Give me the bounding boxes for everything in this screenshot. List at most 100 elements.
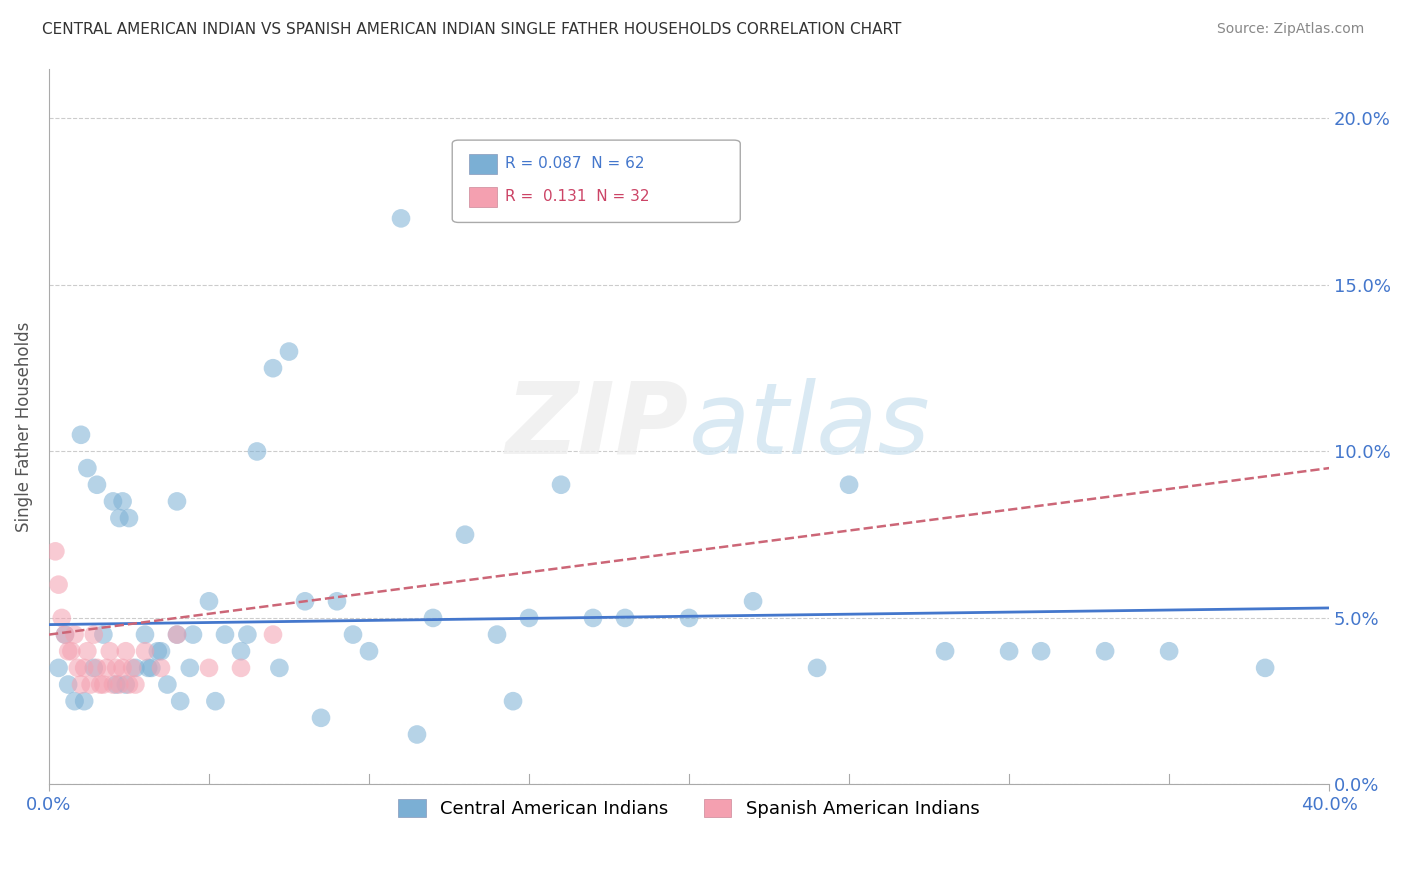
Point <box>204 694 226 708</box>
Point <box>98 644 121 658</box>
Point <box>262 627 284 641</box>
Point <box>56 677 79 691</box>
Point <box>229 661 252 675</box>
Point <box>101 494 124 508</box>
Point <box>181 627 204 641</box>
Point <box>326 594 349 608</box>
Point <box>236 627 259 641</box>
Point <box>86 661 108 675</box>
Bar <box>468 186 498 207</box>
Point <box>111 494 134 508</box>
Point <box>166 627 188 641</box>
Point <box>294 594 316 608</box>
Point <box>149 644 172 658</box>
Point <box>73 661 96 675</box>
Point <box>124 661 146 675</box>
Point <box>48 577 70 591</box>
Point <box>108 511 131 525</box>
Point <box>70 427 93 442</box>
Point <box>166 494 188 508</box>
Point <box>96 661 118 675</box>
Point <box>486 627 509 641</box>
Point <box>76 461 98 475</box>
Point <box>134 627 156 641</box>
Legend: Central American Indians, Spanish American Indians: Central American Indians, Spanish Americ… <box>391 792 987 825</box>
Point <box>48 661 70 675</box>
Point <box>454 527 477 541</box>
Point <box>742 594 765 608</box>
Bar <box>468 153 498 174</box>
Point <box>357 644 380 658</box>
Point <box>93 627 115 641</box>
Point <box>114 644 136 658</box>
Point <box>53 627 76 641</box>
Point <box>136 661 159 675</box>
Point <box>111 661 134 675</box>
FancyBboxPatch shape <box>453 140 741 222</box>
Point <box>678 611 700 625</box>
Point <box>169 694 191 708</box>
Point <box>550 477 572 491</box>
Point <box>101 677 124 691</box>
Point <box>121 661 143 675</box>
Point <box>86 477 108 491</box>
Y-axis label: Single Father Households: Single Father Households <box>15 321 32 532</box>
Point <box>198 594 221 608</box>
Text: R =  0.131  N = 32: R = 0.131 N = 32 <box>505 189 650 204</box>
Point <box>93 677 115 691</box>
Point <box>582 611 605 625</box>
Point <box>89 677 111 691</box>
Point <box>1094 644 1116 658</box>
Point <box>262 361 284 376</box>
Point <box>278 344 301 359</box>
Point <box>73 694 96 708</box>
Text: atlas: atlas <box>689 378 931 475</box>
Text: ZIP: ZIP <box>506 378 689 475</box>
Point <box>614 611 637 625</box>
Point <box>422 611 444 625</box>
Point <box>124 677 146 691</box>
Point <box>79 677 101 691</box>
Point <box>934 644 956 658</box>
Point <box>44 544 66 558</box>
Text: R = 0.087  N = 62: R = 0.087 N = 62 <box>505 156 644 171</box>
Point <box>141 661 163 675</box>
Point <box>517 611 540 625</box>
Point <box>342 627 364 641</box>
Point <box>105 677 128 691</box>
Text: Source: ZipAtlas.com: Source: ZipAtlas.com <box>1216 22 1364 37</box>
Point <box>229 644 252 658</box>
Point <box>56 644 79 658</box>
Point <box>1029 644 1052 658</box>
Point <box>149 661 172 675</box>
Point <box>179 661 201 675</box>
Point <box>63 694 86 708</box>
Point <box>83 661 105 675</box>
Point <box>406 727 429 741</box>
Text: CENTRAL AMERICAN INDIAN VS SPANISH AMERICAN INDIAN SINGLE FATHER HOUSEHOLDS CORR: CENTRAL AMERICAN INDIAN VS SPANISH AMERI… <box>42 22 901 37</box>
Point <box>1159 644 1181 658</box>
Point <box>114 677 136 691</box>
Point <box>246 444 269 458</box>
Point <box>309 711 332 725</box>
Point <box>502 694 524 708</box>
Point <box>806 661 828 675</box>
Point <box>1254 661 1277 675</box>
Point <box>63 627 86 641</box>
Point <box>108 677 131 691</box>
Point <box>118 511 141 525</box>
Point <box>198 661 221 675</box>
Point <box>166 627 188 641</box>
Point <box>70 677 93 691</box>
Point <box>156 677 179 691</box>
Point <box>76 644 98 658</box>
Point <box>269 661 291 675</box>
Point <box>146 644 169 658</box>
Point <box>134 644 156 658</box>
Point <box>51 611 73 625</box>
Point <box>66 661 89 675</box>
Point <box>998 644 1021 658</box>
Point <box>105 661 128 675</box>
Point <box>53 627 76 641</box>
Point <box>838 477 860 491</box>
